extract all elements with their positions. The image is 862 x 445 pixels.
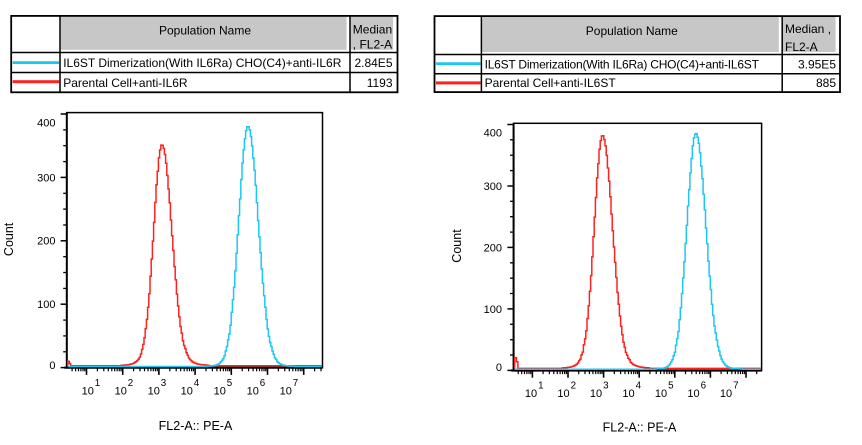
svg-text:7: 7 [293, 378, 298, 389]
svg-text:Parental Cell+anti-IL6R: Parental Cell+anti-IL6R [63, 76, 188, 90]
svg-text:10: 10 [181, 385, 193, 397]
svg-text:10: 10 [280, 385, 292, 397]
svg-text:FL2-A: FL2-A [785, 40, 818, 54]
svg-text:10: 10 [82, 385, 94, 397]
svg-text:1: 1 [538, 381, 543, 392]
svg-text:, FL2-A: , FL2-A [353, 38, 392, 52]
svg-text:IL6ST Dimerization(With IL6Ra): IL6ST Dimerization(With IL6Ra) CHO(C4)+a… [485, 57, 760, 71]
svg-text:FL2-A:: PE-A: FL2-A:: PE-A [603, 421, 677, 435]
svg-text:200: 200 [484, 242, 502, 254]
svg-text:10: 10 [525, 388, 537, 400]
svg-text:7: 7 [733, 381, 738, 392]
svg-text:4: 4 [194, 378, 200, 389]
svg-text:200: 200 [37, 236, 55, 248]
svg-text:Count: Count [450, 229, 464, 263]
svg-text:3: 3 [161, 378, 167, 389]
svg-text:2: 2 [571, 381, 576, 392]
svg-text:10: 10 [622, 388, 634, 400]
svg-text:Count: Count [2, 222, 16, 256]
svg-text:10: 10 [115, 385, 127, 397]
svg-text:Median: Median [353, 23, 392, 37]
svg-text:4: 4 [636, 381, 642, 392]
svg-text:5: 5 [227, 378, 233, 389]
svg-text:Population Name: Population Name [586, 24, 678, 38]
svg-text:10: 10 [247, 385, 259, 397]
svg-text:5: 5 [668, 381, 674, 392]
svg-text:Parental Cell+anti-IL6ST: Parental Cell+anti-IL6ST [485, 76, 617, 90]
svg-text:300: 300 [484, 181, 502, 193]
svg-text:6: 6 [260, 378, 266, 389]
svg-text:IL6ST Dimerization(With IL6Ra): IL6ST Dimerization(With IL6Ra) CHO(C4)+a… [63, 56, 342, 70]
svg-text:10: 10 [148, 385, 160, 397]
svg-text:1: 1 [95, 378, 100, 389]
svg-text:10: 10 [214, 385, 226, 397]
svg-text:885: 885 [816, 76, 836, 90]
svg-text:100: 100 [37, 299, 55, 311]
svg-text:400: 400 [484, 127, 502, 139]
svg-text:100: 100 [484, 304, 502, 316]
svg-text:0: 0 [496, 362, 502, 374]
svg-text:2.84E5: 2.84E5 [354, 56, 392, 70]
svg-text:FL2-A:: PE-A: FL2-A:: PE-A [159, 419, 233, 433]
svg-text:Median ,: Median , [785, 22, 831, 36]
svg-text:3: 3 [603, 381, 609, 392]
svg-text:10: 10 [655, 388, 667, 400]
svg-text:3.95E5: 3.95E5 [798, 57, 836, 71]
svg-text:300: 300 [37, 172, 55, 184]
svg-text:2: 2 [128, 378, 133, 389]
svg-text:10: 10 [720, 388, 732, 400]
svg-text:400: 400 [37, 117, 55, 129]
svg-text:10: 10 [557, 388, 569, 400]
svg-text:6: 6 [701, 381, 707, 392]
svg-text:Population Name: Population Name [159, 23, 251, 37]
svg-text:0: 0 [49, 360, 55, 372]
svg-text:10: 10 [687, 388, 699, 400]
svg-text:10: 10 [590, 388, 602, 400]
svg-text:1193: 1193 [367, 76, 393, 90]
